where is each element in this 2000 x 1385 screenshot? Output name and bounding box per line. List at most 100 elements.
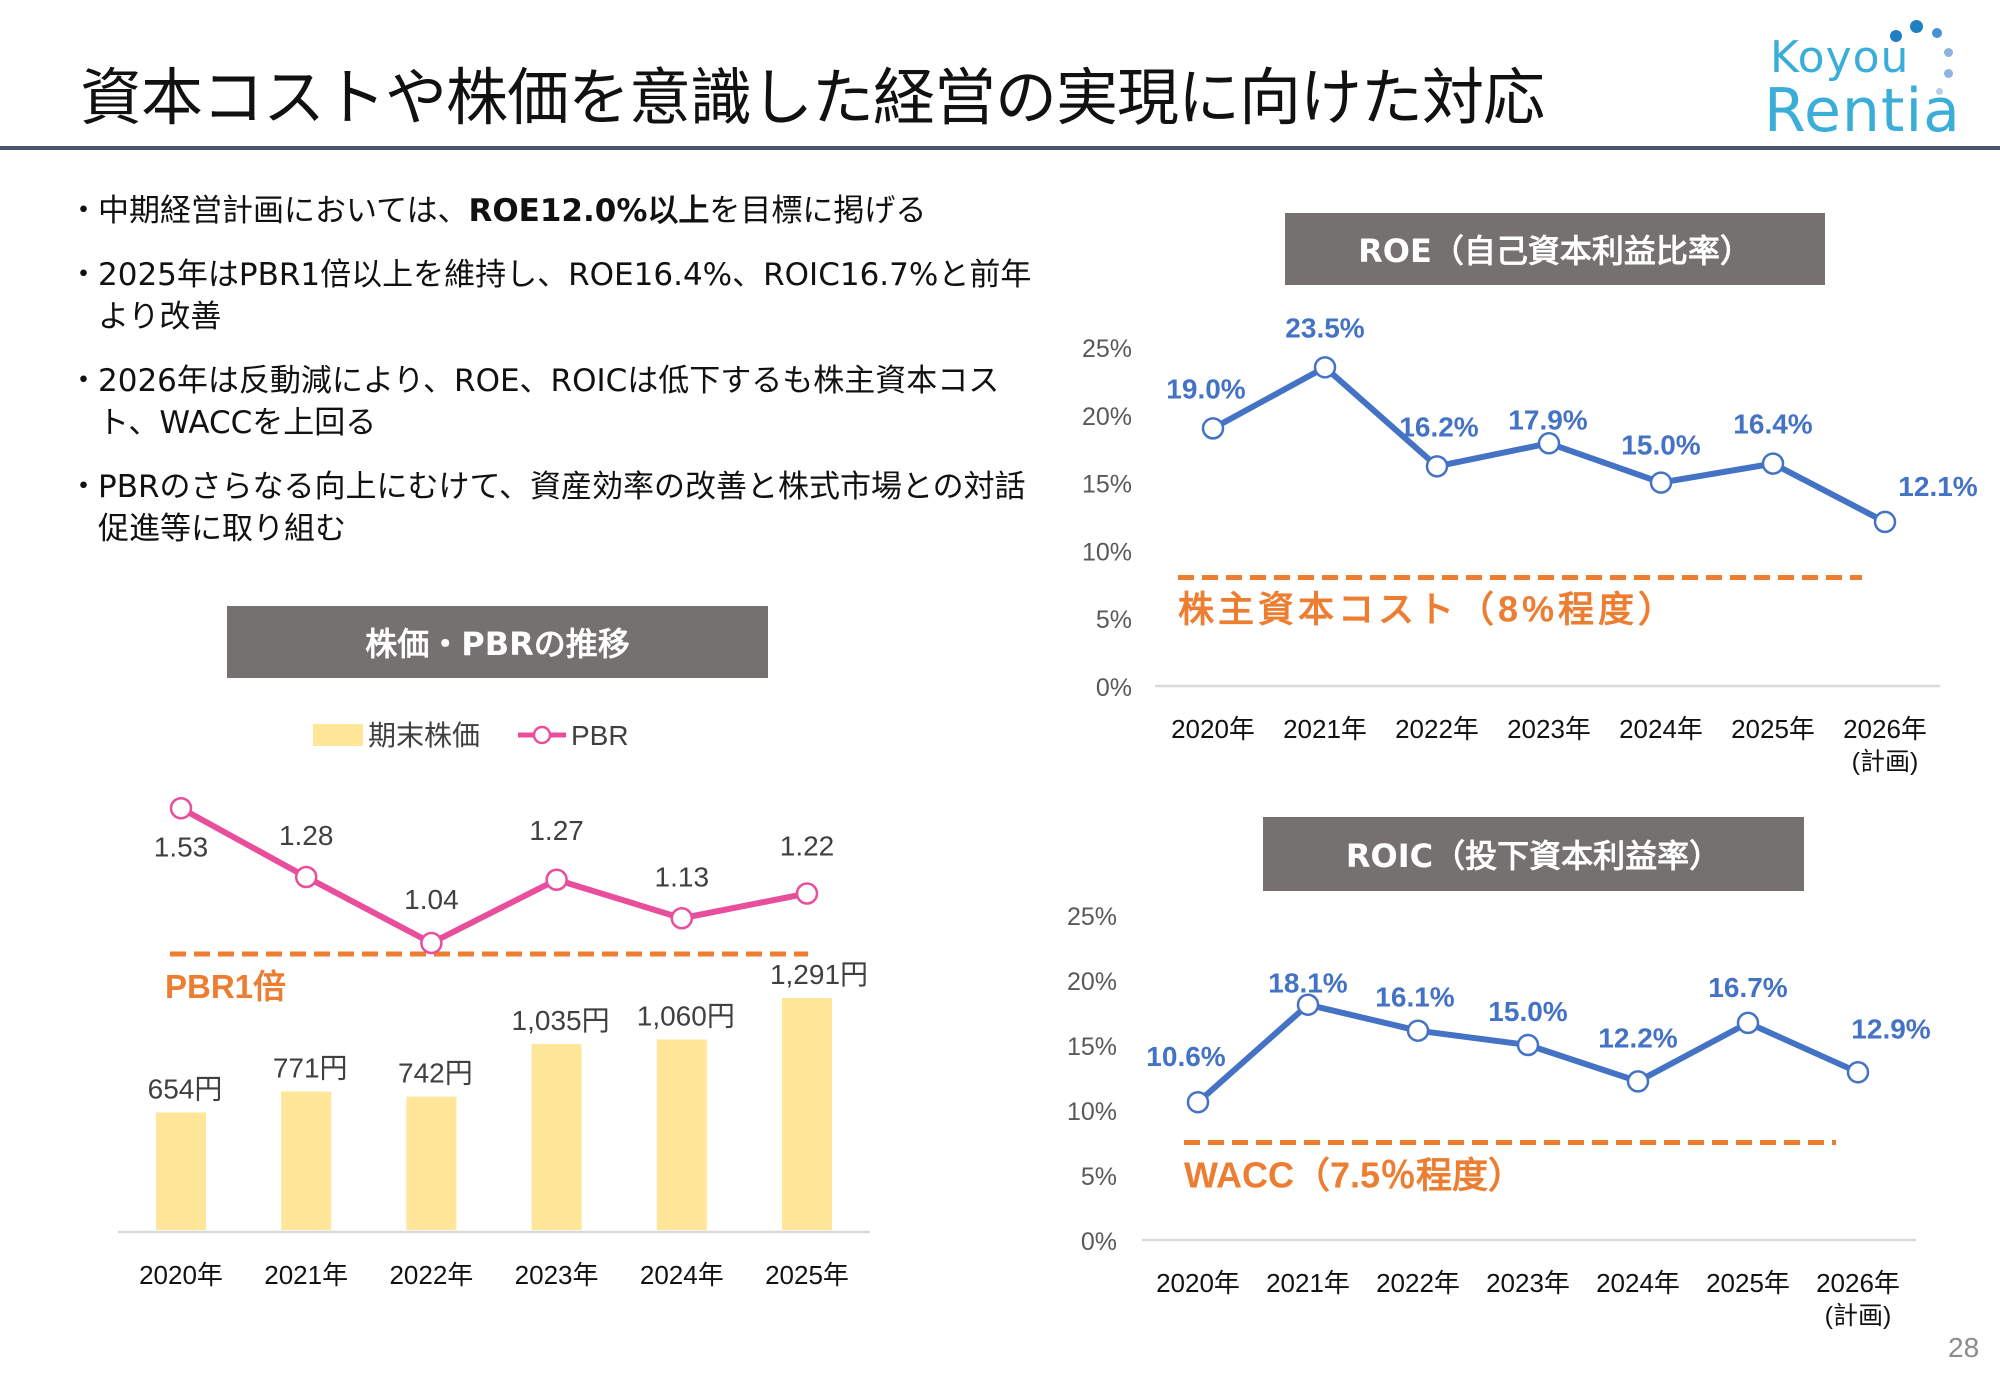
y-tick-label: 5%: [1096, 606, 1132, 634]
x-tick-label: 2025年: [1731, 714, 1815, 744]
x-tick-label: 2026年: [1816, 1268, 1900, 1298]
pbr-value-label: 1.53: [154, 831, 209, 862]
pbr-marker: [545, 868, 568, 891]
key-points-list: 中期経営計画においては、ROE12.0%以上を目標に掲げる 2025年はPBR1…: [68, 190, 1032, 572]
x-tick-label: 2025年: [1706, 1268, 1790, 1298]
pbr-value-label: 1.27: [529, 815, 584, 846]
page-title: 資本コストや株価を意識した経営の実現に向けた対応: [80, 61, 1545, 134]
stock-price-label: 771円: [273, 1052, 348, 1083]
bullet-text: を目標に掲げる: [709, 193, 927, 229]
bullet-text: 中期経営計画においては、: [98, 193, 469, 229]
legend-pbr-marker: [532, 725, 552, 745]
ratio-value-label: 16.2%: [1399, 411, 1478, 442]
pbr-value-label: 1.04: [404, 884, 459, 915]
stock-price-label: 654円: [148, 1073, 223, 1104]
y-tick-label: 25%: [1082, 335, 1132, 363]
ratio-value-label: 10.6%: [1146, 1041, 1225, 1072]
threshold-label: WACC（7.5％程度）: [1184, 1155, 1524, 1196]
threshold-label: 株主資本コスト（8%程度）: [1178, 589, 1678, 630]
ratio-marker: [1761, 452, 1785, 475]
ratio-marker: [1425, 455, 1449, 478]
pbr-value-label: 1.28: [279, 820, 334, 851]
x-tick-label: 2026年: [1843, 714, 1927, 744]
logo-text-koyou: Koyou: [1770, 32, 1910, 83]
ratio-marker: [1516, 1033, 1540, 1057]
y-tick-label: 25%: [1067, 903, 1117, 931]
pbr-marker: [420, 931, 443, 955]
stock-price-bar: [281, 1091, 332, 1230]
ratio-value-label: 12.9%: [1851, 1013, 1930, 1044]
x-tick-label: 2021年: [1266, 1268, 1350, 1298]
x-tick-label: 2020年: [1171, 714, 1255, 744]
legend-label-stock-price: 期末株価: [368, 720, 480, 751]
ratio-value-label: 19.0%: [1166, 373, 1245, 404]
pbr-marker: [294, 865, 318, 889]
pbr-value-label: 1.22: [780, 831, 835, 862]
x-tick-note: (計画): [1825, 1302, 1892, 1330]
x-tick-label: 2024年: [640, 1260, 724, 1290]
x-tick-label: 2021年: [264, 1260, 348, 1290]
page-number: 28: [1948, 1332, 1980, 1363]
y-tick-label: 20%: [1082, 403, 1132, 431]
ratio-marker: [1201, 417, 1225, 440]
ratio-marker: [1537, 432, 1561, 455]
bullet-item: 中期経営計画においては、ROE12.0%以上を目標に掲げる: [68, 190, 1032, 232]
ratio-value-label: 15.0%: [1488, 996, 1567, 1027]
y-tick-label: 0%: [1081, 1228, 1117, 1256]
ratio-value-label: 16.1%: [1375, 982, 1454, 1013]
stock-price-bar: [531, 1044, 582, 1230]
bullet-text: PBRのさらなる向上にむけて、資産効率の改善と株式市場との対話促進等に取り組む: [98, 469, 1026, 547]
x-tick-label: 2023年: [1507, 714, 1591, 744]
bullet-item: PBRのさらなる向上にむけて、資産効率の改善と株式市場との対話促進等に取り組む: [68, 466, 1032, 550]
x-tick-label: 2023年: [1486, 1268, 1570, 1298]
x-tick-label: 2023年: [515, 1260, 599, 1290]
legend-bar-swatch: [313, 724, 363, 746]
bullet-emphasis: ROE12.0%以上: [468, 193, 710, 229]
ratio-value-label: 12.1%: [1898, 471, 1977, 502]
stock-price-bar: [656, 1039, 707, 1230]
pbr-marker: [670, 907, 694, 930]
stock-price-label: 742円: [398, 1058, 473, 1089]
ratio-marker: [1626, 1070, 1650, 1093]
x-tick-note: (計画): [1852, 748, 1919, 776]
bullet-item: 2026年は反動減により、ROE、ROICは低下するも株主資本コスト、WACCを…: [68, 360, 1032, 444]
legend-label-pbr: PBR: [571, 720, 629, 751]
ratio-marker: [1649, 471, 1673, 494]
stock-price-bar: [406, 1096, 457, 1230]
ratio-value-label: 16.4%: [1733, 409, 1812, 440]
x-tick-label: 2025年: [765, 1260, 849, 1290]
x-tick-label: 2022年: [1395, 714, 1479, 744]
x-tick-label: 2020年: [139, 1260, 223, 1290]
bullet-text: 2026年は反動減により、ROE、ROICは低下するも株主資本コスト、WACCを…: [98, 363, 1000, 441]
ratio-marker: [1406, 1019, 1430, 1042]
ratio-value-label: 16.7%: [1708, 972, 1787, 1003]
ratio-value-label: 17.9%: [1508, 404, 1587, 435]
stock-price-label: 1,035円: [512, 1005, 610, 1036]
ratio-value-label: 23.5%: [1285, 312, 1364, 343]
stock-price-label: 1,291円: [770, 959, 868, 990]
x-tick-label: 2021年: [1283, 714, 1367, 744]
y-tick-label: 5%: [1081, 1163, 1117, 1191]
pbr-threshold-label: PBR1倍: [165, 968, 286, 1005]
x-tick-label: 2024年: [1596, 1268, 1680, 1298]
ratio-marker: [1873, 510, 1897, 534]
company-logo: Koyou Rentia: [1760, 14, 1970, 146]
stock-price-bar: [782, 998, 832, 1230]
x-tick-label: 2022年: [1376, 1268, 1460, 1298]
title-divider: [0, 146, 2000, 150]
pbr-line: [179, 805, 808, 946]
pbr-value-label: 1.13: [655, 861, 710, 892]
logo-text-rentia: Rentia: [1764, 76, 1961, 146]
bullet-text: 2025年はPBR1倍以上を維持し、ROE16.4%、ROIC16.7%と前年よ…: [98, 257, 1032, 335]
roic-chart-title: ROIC（投下資本利益率）: [1263, 817, 1804, 891]
y-tick-label: 15%: [1067, 1033, 1117, 1061]
x-tick-label: 2024年: [1619, 714, 1703, 744]
pbr-marker: [795, 882, 819, 905]
ratio-marker: [1736, 1011, 1760, 1035]
y-tick-label: 10%: [1082, 538, 1132, 566]
stock-pbr-chart-title: 株価・PBRの推移: [227, 606, 768, 678]
x-tick-label: 2022年: [389, 1260, 473, 1290]
y-tick-label: 15%: [1082, 471, 1132, 499]
y-tick-label: 0%: [1096, 674, 1132, 702]
